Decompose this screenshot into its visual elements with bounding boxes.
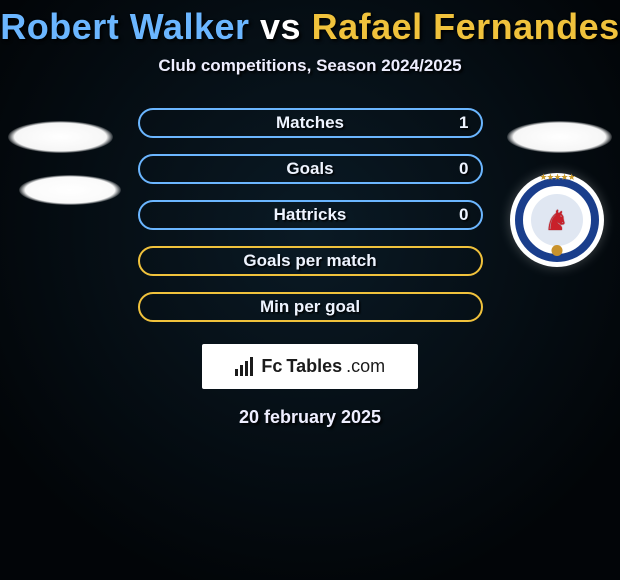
brand-dotcom: .com [346,356,385,377]
comparison-title: Robert Walker vs Rafael Fernandes [0,0,620,48]
crest-inner: ♞ [531,194,583,246]
stat-row-matches: Matches 1 [138,108,483,138]
stat-row-hattricks: Hattricks 0 [138,200,483,230]
player2-name: Rafael Fernandes [312,6,620,47]
stat-label: Matches [276,113,344,133]
stat-label: Goals per match [243,251,376,271]
branding-badge: FcTables.com [202,344,418,389]
brand-tables: Tables [286,356,342,377]
crest-ring: ★★★★★ ♞ [515,178,599,262]
bars-icon [235,357,254,376]
stat-value-right: 0 [459,205,468,225]
stat-label: Goals [286,159,333,179]
stats-list: Matches 1 Goals 0 Hattricks 0 Goals per … [138,108,483,322]
stat-value-right: 1 [459,113,468,133]
football-icon [552,245,563,256]
stat-value-right: 0 [459,159,468,179]
brand-fc: Fc [261,356,282,377]
player1-avatar-placeholder [8,121,113,153]
crest-stars-icon: ★★★★★ [539,172,574,183]
lion-icon: ♞ [544,204,569,237]
stat-row-goals: Goals 0 [138,154,483,184]
subtitle: Club competitions, Season 2024/2025 [0,56,620,76]
stat-row-mpg: Min per goal [138,292,483,322]
fctables-logo: FcTables.com [235,356,385,377]
player2-avatar-placeholder [507,121,612,153]
vs-label: vs [260,6,301,47]
date-label: 20 february 2025 [0,407,620,428]
stat-label: Hattricks [274,205,347,225]
stat-row-gpm: Goals per match [138,246,483,276]
player2-club-crest: ★★★★★ ♞ [510,173,604,267]
player1-name: Robert Walker [0,6,249,47]
stat-label: Min per goal [260,297,360,317]
player1-club-placeholder [19,175,121,205]
